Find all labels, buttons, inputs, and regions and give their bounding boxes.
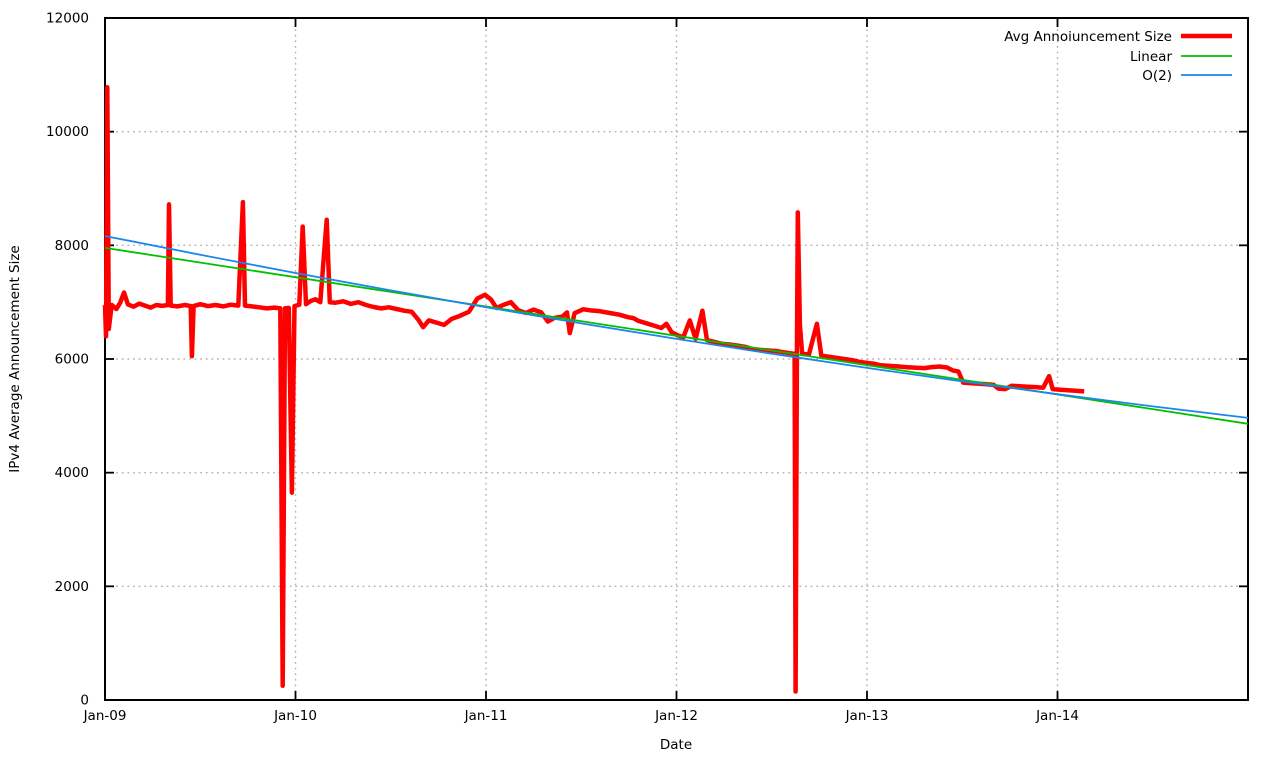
legend-entry-linear: Linear bbox=[1130, 49, 1232, 65]
legend: Avg Annoiuncement Size Linear O(2) bbox=[1004, 29, 1232, 84]
legend-label-avg-announcement-size: Avg Annoiuncement Size bbox=[1004, 29, 1172, 45]
x-tick-label: Jan-11 bbox=[464, 708, 508, 724]
x-tick-label: Jan-14 bbox=[1035, 708, 1079, 724]
y-tick-label: 8000 bbox=[55, 238, 89, 254]
series-layer bbox=[102, 85, 1249, 694]
x-tick-label: Jan-12 bbox=[654, 708, 698, 724]
y-tick-label: 10000 bbox=[46, 124, 89, 140]
x-tick-label: Jan-13 bbox=[845, 708, 889, 724]
y-axis-title: IPv4 Average Announcement Size bbox=[7, 245, 23, 472]
y-tick-label: 0 bbox=[80, 693, 89, 709]
legend-entry-o2: O(2) bbox=[1142, 68, 1232, 84]
y-tick-label: 12000 bbox=[46, 11, 89, 27]
y-tick-label: 6000 bbox=[55, 352, 89, 368]
series-line-2 bbox=[104, 235, 1249, 419]
series-line-0 bbox=[102, 85, 1085, 694]
y-tick-label: 2000 bbox=[55, 579, 89, 595]
legend-label-linear: Linear bbox=[1130, 49, 1172, 65]
x-tick-label: Jan-10 bbox=[273, 708, 317, 724]
legend-entry-avg-announcement-size: Avg Annoiuncement Size bbox=[1004, 29, 1232, 45]
grid-layer bbox=[105, 18, 1248, 700]
legend-label-o2: O(2) bbox=[1142, 68, 1172, 84]
x-axis-title: Date bbox=[660, 737, 692, 753]
y-tick-label: 4000 bbox=[55, 465, 89, 481]
x-tick-label: Jan-09 bbox=[83, 708, 127, 724]
tick-labels: Jan-09 Jan-10 Jan-11 Jan-12 Jan-13 Jan-14 0 200… bbox=[46, 11, 1079, 725]
